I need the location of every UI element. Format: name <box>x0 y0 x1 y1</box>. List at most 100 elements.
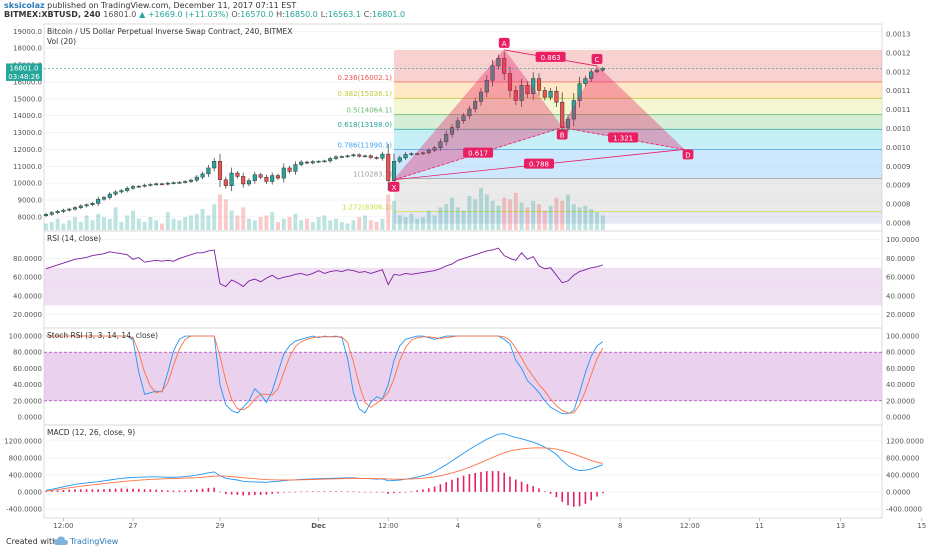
pattern-ratio-label: 1.321 <box>613 134 633 142</box>
candle-body <box>119 190 124 193</box>
volume-bar <box>142 221 147 230</box>
macd-tick-label: 1200.0000 <box>886 437 924 445</box>
volume-bar <box>67 220 72 230</box>
rsi-tick-label: 60.0000 <box>886 274 915 282</box>
volume-bar <box>73 217 77 230</box>
macd-histogram-bar <box>62 489 65 492</box>
macd-histogram-bar <box>341 491 343 492</box>
macd-histogram-bar <box>364 491 366 493</box>
pattern-ratio-label: 0.863 <box>541 54 561 62</box>
macd-histogram-bar <box>271 491 273 494</box>
volume-bar <box>305 218 309 230</box>
author-name[interactable]: sksicolaz <box>4 1 45 10</box>
candle-body <box>386 153 391 181</box>
macd-histogram-bar <box>358 491 360 493</box>
fib-level-label: 1(10283.1) <box>353 170 392 178</box>
price-tick-label: 19000.0 <box>13 28 42 36</box>
candle-body <box>72 207 78 210</box>
macd-histogram-bar <box>161 489 163 492</box>
pattern-ratio-label-box <box>463 147 494 158</box>
macd-histogram-bar <box>520 481 523 492</box>
pane-frame-4 <box>43 424 883 519</box>
candle-body <box>177 182 182 184</box>
price-marker-box <box>6 71 42 81</box>
stoch-left-tick-label: 40.0000 <box>13 381 42 389</box>
candle-body <box>125 187 130 191</box>
volume-bar <box>397 215 402 230</box>
volume-bar <box>125 215 130 230</box>
candle-body <box>84 204 89 207</box>
macd-histogram-bar <box>474 472 476 492</box>
macd-histogram-bar <box>294 491 297 493</box>
price-tick-label: 11000.0 <box>13 163 42 171</box>
macd-histogram-bar <box>486 471 488 492</box>
macd-histogram-bar <box>346 491 349 492</box>
candle-body <box>397 157 402 162</box>
macd-histogram-bar <box>567 491 569 506</box>
macd-pane: -400.0000 -400.0000 0.0000 0.0000 400.0000 40… <box>4 428 924 513</box>
volume-bar <box>415 218 420 230</box>
rsi-left-tick-label: 20.0000 <box>13 311 42 319</box>
volume-bar <box>571 204 576 230</box>
rsi-line <box>45 247 603 288</box>
candle-body <box>113 191 118 195</box>
candle-body <box>235 172 240 177</box>
volume-bar <box>270 212 275 230</box>
macd-histogram-bar <box>74 489 76 492</box>
pattern-point-x-box <box>388 181 400 192</box>
ohlc-high-label: H: <box>276 10 285 19</box>
ohlc-open-value: 16570.0 <box>240 10 274 19</box>
macd-histogram-bar <box>230 491 233 495</box>
macd-histogram-bar <box>335 491 337 492</box>
candle-body <box>565 118 571 128</box>
stoch-line-d <box>46 335 604 414</box>
stoch-tick-label: 60.0000 <box>886 365 915 373</box>
volume-bar <box>200 209 205 230</box>
volume-bar <box>218 194 222 230</box>
price-tick-label: 13000.0 <box>13 129 42 137</box>
macd-histogram-bar <box>416 490 418 492</box>
price-tick-label: 14000.0 <box>13 112 42 120</box>
volume-bar <box>131 210 135 230</box>
macd-histogram-bar <box>201 488 204 492</box>
volume-bar <box>537 204 541 230</box>
candle-body <box>600 68 605 71</box>
macd-histogram-bar <box>497 471 500 492</box>
ratio-tick-label: 0.0011 <box>886 106 911 114</box>
macd-histogram-bar <box>91 489 94 492</box>
volume-bar <box>113 207 118 230</box>
candle-body <box>455 120 460 128</box>
stoch-tick-label: 40.0000 <box>886 381 915 389</box>
macd-line-macd <box>45 433 603 491</box>
candle-body <box>467 108 472 116</box>
macd-histogram-bar <box>538 488 540 492</box>
volume-bar <box>136 218 141 230</box>
pattern-point-c: C <box>595 56 600 64</box>
macd-histogram-bar <box>80 489 82 492</box>
rsi-title: RSI (14, close) <box>47 234 101 243</box>
macd-histogram-bar <box>578 491 581 507</box>
ohlc-close-value: 16801.0 <box>372 10 406 19</box>
chart-area[interactable]: 8000.0 9000.0 10000.0 11000.0 12000.0 13000.0… <box>0 22 932 534</box>
candle-body <box>554 90 559 103</box>
macd-tick-label: 800.0000 <box>886 454 919 462</box>
candle-body <box>136 185 141 188</box>
macd-histogram-bar <box>375 491 378 493</box>
candle-body <box>589 71 594 79</box>
macd-histogram-bar <box>387 491 389 494</box>
fib-band <box>394 178 882 212</box>
volume-bar <box>299 220 304 230</box>
macd-histogram-bar <box>167 490 169 492</box>
macd-histogram-bar <box>549 491 552 494</box>
price-marker-label: 03:48:26 <box>8 73 40 81</box>
time-tick-label: 4 <box>456 522 461 530</box>
fib-level-label: 1.272(8306.1) <box>342 204 392 212</box>
ratio-tick-label: 0.0013 <box>886 31 911 39</box>
candle-body <box>258 174 263 178</box>
macd-histogram-bar <box>352 491 355 492</box>
macd-histogram-bar <box>126 488 128 492</box>
tradingview-brand[interactable]: TradingView <box>70 537 119 546</box>
rsi-pane: 20.0000 40.0000 60.0000 80.0000 100.0000 20.0… <box>13 234 919 319</box>
fib-level-label: 0.5(14064.1) <box>346 107 392 115</box>
macd-histogram-bar <box>329 491 331 492</box>
